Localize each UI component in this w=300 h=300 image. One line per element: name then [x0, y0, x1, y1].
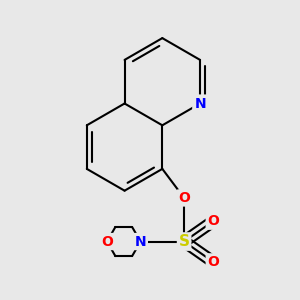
Text: N: N — [135, 235, 146, 248]
Text: O: O — [207, 255, 219, 269]
Text: O: O — [101, 235, 113, 248]
Text: O: O — [178, 191, 190, 205]
Text: O: O — [207, 214, 219, 228]
Text: N: N — [194, 97, 206, 110]
Text: S: S — [178, 234, 190, 249]
